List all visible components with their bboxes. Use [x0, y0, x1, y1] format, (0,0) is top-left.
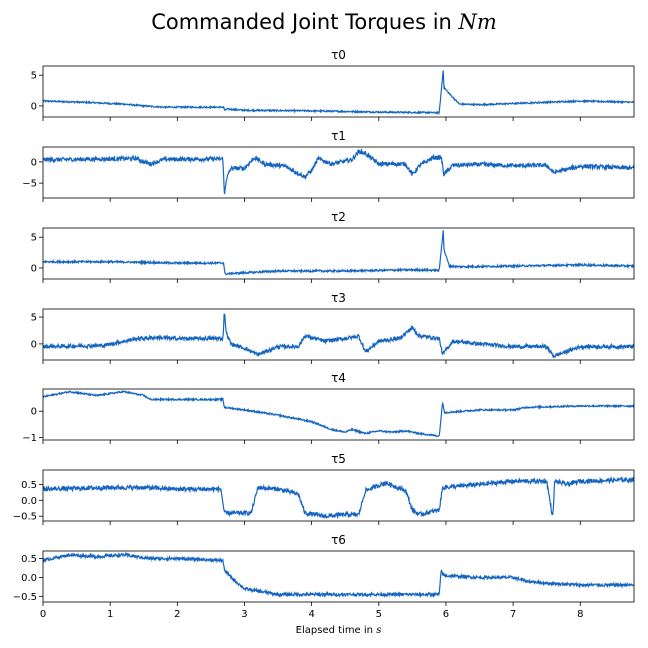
subplot-title: τ0 — [331, 48, 346, 62]
subplot-title: τ6 — [331, 533, 346, 547]
subplot-0: τ0 5 0 — [31, 48, 635, 121]
y-tick-label: 0 — [31, 157, 37, 168]
x-tick-label: 2 — [174, 609, 180, 620]
figure-title: Commanded Joint Torques in Nm — [0, 10, 648, 34]
y-tick-label: 5 — [31, 313, 37, 324]
y-tick-label: 0 — [31, 407, 37, 418]
y-tick-label: 0.0 — [21, 573, 37, 584]
y-tick-label: −5 — [22, 179, 37, 190]
series-line — [43, 230, 634, 276]
x-axis-label-unit: s — [376, 625, 381, 636]
x-tick-label: 1 — [107, 609, 113, 620]
subplot-title: τ4 — [331, 371, 346, 385]
x-tick-label: 6 — [443, 609, 449, 620]
subplot-3: τ3 5 0 — [31, 291, 635, 364]
series-line — [43, 70, 634, 116]
figure-title-unit: Nm — [458, 10, 497, 34]
x-tick-label: 5 — [376, 609, 382, 620]
subplot-6: τ6 0.5 0.0 −0.50 1 2 3 4 5 6 7 8 — [13, 533, 635, 620]
y-tick-label: 0 — [31, 339, 37, 350]
plot-frame — [42, 388, 635, 441]
y-tick-label: 5 — [31, 71, 37, 82]
figure-title-text: Commanded Joint Torques in — [151, 10, 459, 34]
x-tick-label: 7 — [510, 609, 516, 620]
plot-frame — [42, 227, 635, 280]
subplot-4: τ4 0 −1 — [22, 371, 635, 444]
plot-frame — [42, 469, 635, 522]
plot-frame — [42, 550, 635, 603]
series-line — [43, 313, 634, 358]
x-tick-label: 3 — [241, 609, 247, 620]
y-tick-label: 5 — [31, 233, 37, 244]
series-line — [43, 147, 634, 195]
subplot-title: τ3 — [331, 291, 346, 305]
y-tick-label: 0.5 — [21, 480, 37, 491]
x-tick-label: 4 — [308, 609, 314, 620]
y-tick-label: −0.5 — [13, 592, 37, 603]
subplot-title: τ2 — [331, 210, 346, 224]
y-tick-label: 0.5 — [21, 554, 37, 565]
y-tick-label: −1 — [22, 433, 37, 444]
x-tick-label: 0 — [40, 609, 46, 620]
y-tick-label: −0.5 — [13, 512, 37, 523]
x-tick-label: 8 — [577, 609, 583, 620]
series-line — [43, 475, 634, 520]
subplot-2: τ2 5 0 — [31, 210, 635, 283]
subplot-title: τ5 — [331, 452, 346, 466]
series-line — [43, 389, 634, 438]
y-tick-label: 0 — [31, 263, 37, 274]
subplot-1: τ1 0 −5 — [22, 129, 635, 202]
plot-frame — [42, 65, 635, 118]
subplot-5: τ5 0.5 0.0 −0.5 — [13, 452, 635, 525]
plot-frame — [42, 146, 635, 199]
y-tick-label: 0.0 — [21, 496, 37, 507]
subplot-title: τ1 — [331, 129, 346, 143]
plot-frame — [42, 308, 635, 361]
series-line — [43, 551, 634, 599]
y-tick-label: 0 — [31, 101, 37, 112]
x-axis-label: Elapsed time in s — [296, 625, 382, 636]
